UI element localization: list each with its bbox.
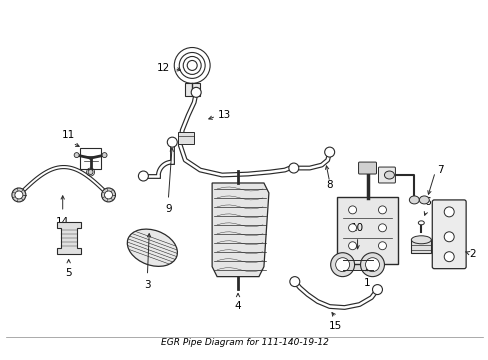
Text: 6: 6 (423, 197, 430, 207)
Circle shape (348, 242, 356, 250)
Circle shape (365, 258, 379, 272)
Circle shape (443, 207, 453, 217)
Circle shape (372, 285, 382, 294)
Ellipse shape (15, 191, 23, 199)
FancyBboxPatch shape (342, 260, 372, 270)
Text: 7: 7 (436, 165, 443, 175)
Circle shape (348, 224, 356, 232)
FancyBboxPatch shape (431, 200, 465, 269)
FancyBboxPatch shape (378, 167, 395, 183)
Text: 8: 8 (325, 180, 332, 190)
Ellipse shape (384, 171, 394, 179)
Circle shape (324, 147, 334, 157)
FancyBboxPatch shape (184, 83, 199, 96)
Circle shape (289, 276, 299, 287)
Ellipse shape (417, 221, 424, 225)
Ellipse shape (408, 196, 419, 204)
FancyBboxPatch shape (410, 239, 430, 253)
Circle shape (288, 163, 298, 173)
Text: 1: 1 (364, 278, 370, 288)
Ellipse shape (102, 188, 115, 202)
Circle shape (138, 171, 148, 181)
FancyBboxPatch shape (336, 197, 398, 264)
Ellipse shape (12, 188, 26, 202)
Text: 9: 9 (164, 204, 171, 214)
Text: EGR Pipe Diagram for 111-140-19-12: EGR Pipe Diagram for 111-140-19-12 (161, 338, 328, 347)
Text: 3: 3 (144, 280, 150, 289)
Text: 13: 13 (218, 110, 231, 120)
Circle shape (360, 253, 384, 276)
Circle shape (378, 206, 386, 214)
Polygon shape (212, 183, 268, 276)
Circle shape (167, 137, 177, 147)
Text: 12: 12 (157, 63, 170, 73)
Circle shape (191, 87, 201, 97)
Text: 5: 5 (65, 268, 72, 278)
Ellipse shape (419, 196, 428, 204)
Circle shape (378, 242, 386, 250)
Text: 4: 4 (234, 301, 241, 311)
Text: 2: 2 (468, 249, 475, 259)
Circle shape (330, 253, 354, 276)
FancyBboxPatch shape (178, 132, 194, 144)
Text: 11: 11 (62, 130, 75, 140)
FancyBboxPatch shape (80, 148, 101, 168)
Ellipse shape (104, 191, 112, 199)
Text: 14: 14 (56, 217, 69, 227)
Ellipse shape (88, 170, 93, 175)
Polygon shape (57, 222, 81, 254)
Ellipse shape (127, 229, 177, 266)
Circle shape (348, 206, 356, 214)
Ellipse shape (102, 153, 107, 158)
Text: 10: 10 (350, 223, 364, 233)
Circle shape (335, 258, 349, 272)
Ellipse shape (410, 236, 430, 244)
Circle shape (443, 252, 453, 262)
Text: 15: 15 (328, 321, 342, 332)
FancyBboxPatch shape (358, 162, 376, 174)
Circle shape (443, 232, 453, 242)
Ellipse shape (74, 153, 79, 158)
Circle shape (378, 224, 386, 232)
